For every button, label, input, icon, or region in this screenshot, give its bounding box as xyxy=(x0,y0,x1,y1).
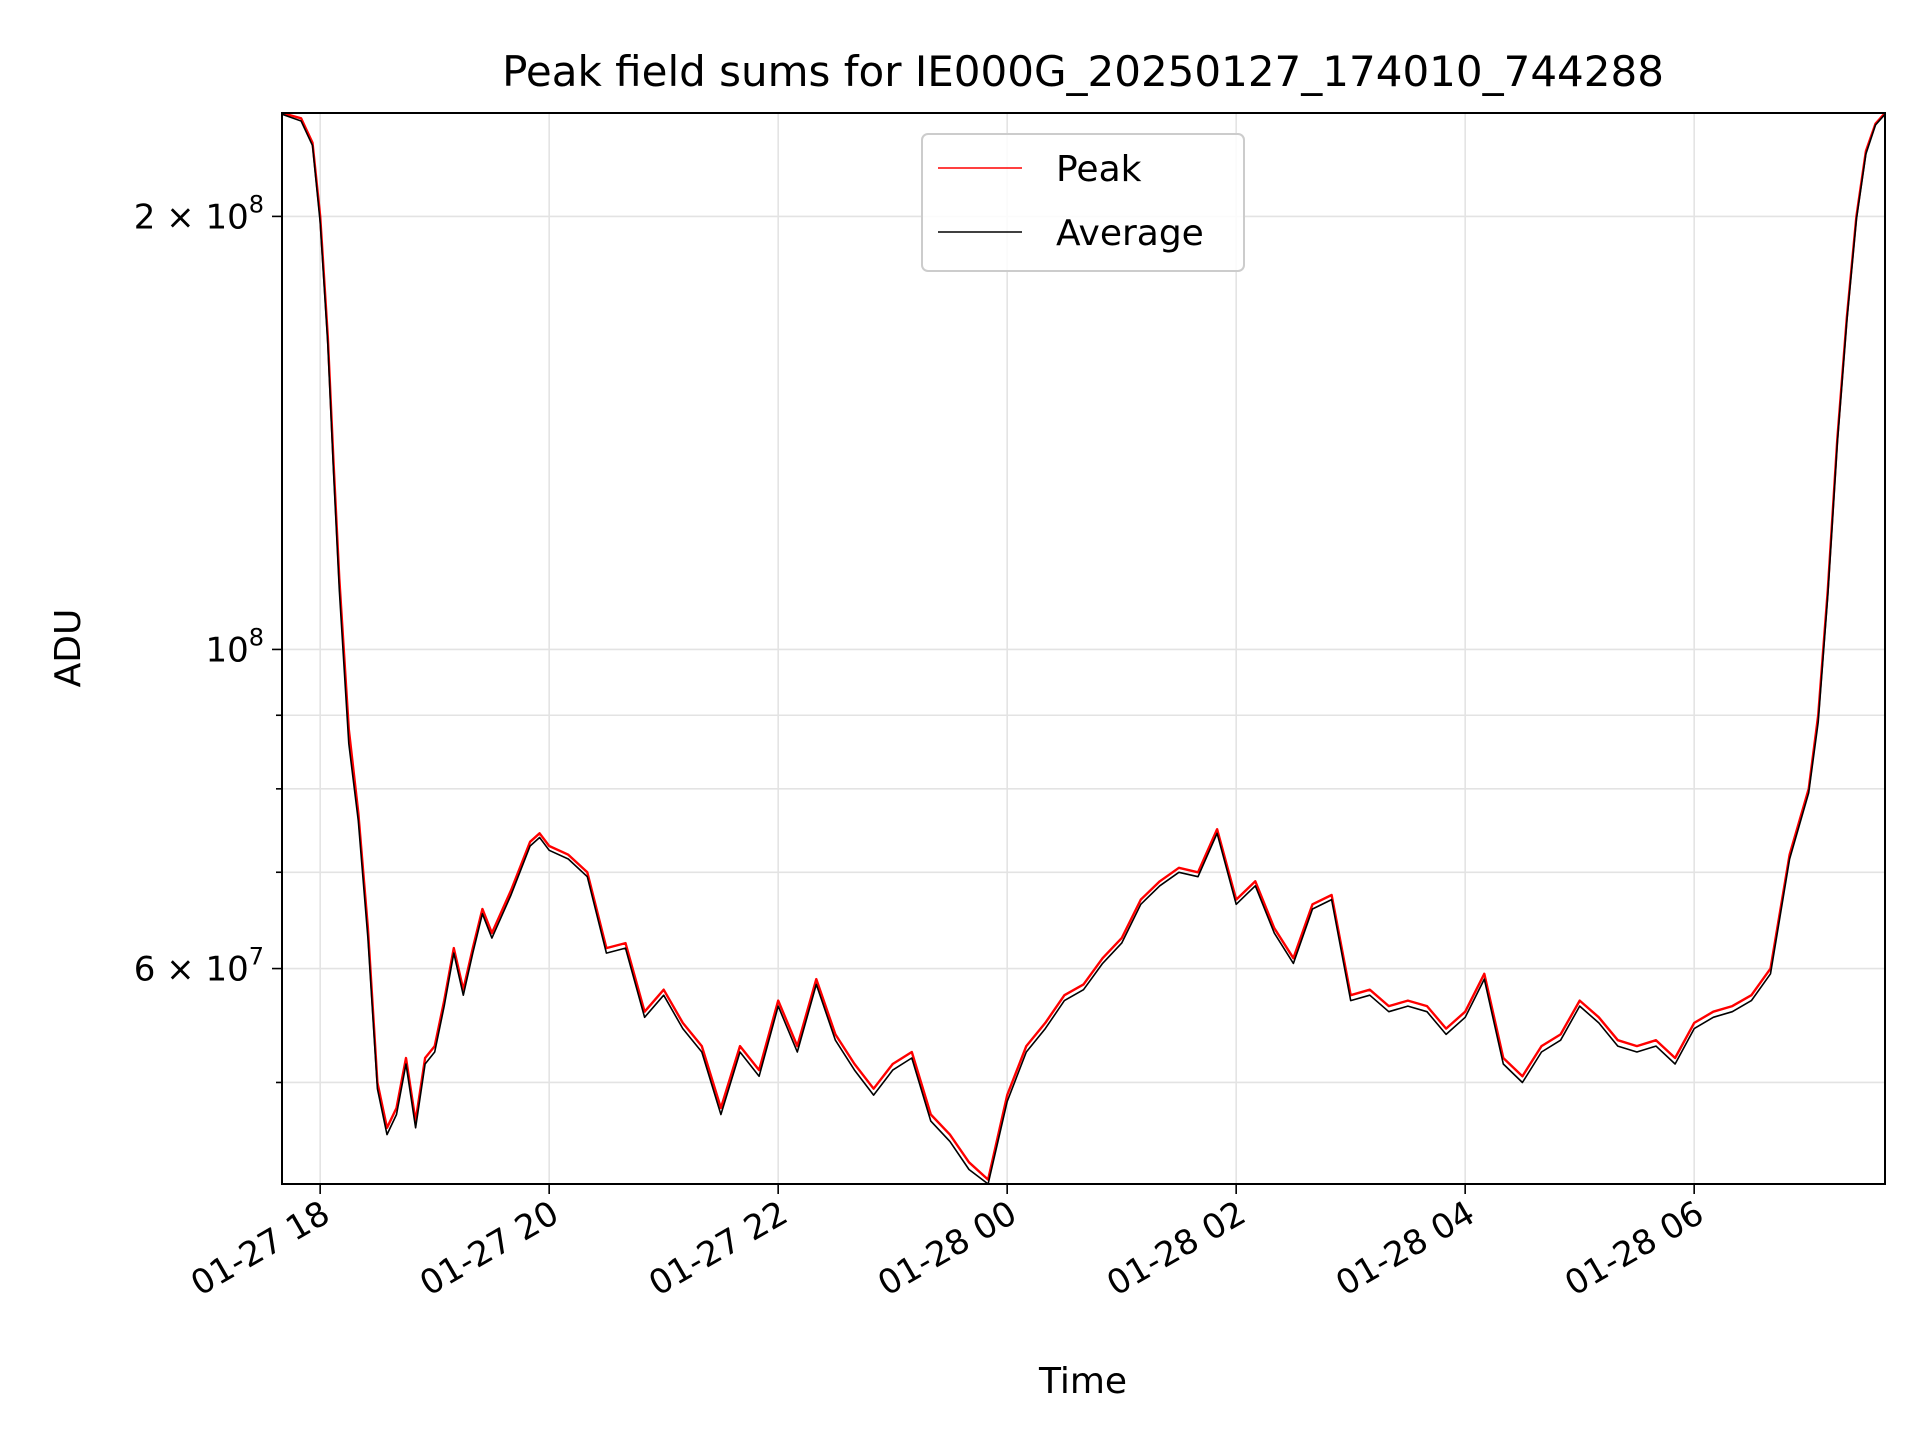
plot-frame xyxy=(281,112,1886,1185)
legend-label-peak: Peak xyxy=(1056,149,1142,190)
y-tick-label: 108 xyxy=(205,623,264,670)
x-tick-label: 01-27 18 xyxy=(184,1193,336,1304)
x-axis-title: Time xyxy=(1038,1361,1127,1402)
x-tick-label: 01-28 04 xyxy=(1329,1193,1481,1304)
series-lines xyxy=(281,111,1886,1185)
legend: Peak Average xyxy=(921,133,1245,272)
x-axis-ticks: 01-27 18 01-27 20 01-27 22 01-28 00 01-28 02… xyxy=(184,1184,1711,1304)
y-tick-label-exponent: 8 xyxy=(249,623,264,651)
y-tick-label-exponent: 8 xyxy=(249,190,264,218)
series-line-average xyxy=(281,113,1886,1185)
grid-lines xyxy=(282,113,1885,1184)
chart-title: Peak field sums for IE000G_20250127_1740… xyxy=(502,47,1664,96)
x-tick-label: 01-27 20 xyxy=(413,1193,565,1304)
y-tick-label-base: 6 × 10 xyxy=(134,950,249,990)
x-tick-label: 01-28 00 xyxy=(871,1193,1023,1304)
y-tick-label-base: 2 × 10 xyxy=(134,197,249,237)
series-line-peak xyxy=(281,111,1886,1181)
y-tick-label: 2 × 108 xyxy=(134,190,264,237)
x-tick-label: 01-27 22 xyxy=(642,1193,794,1304)
x-tick-label: 01-28 06 xyxy=(1558,1193,1710,1304)
y-tick-label-base: 10 xyxy=(205,630,248,670)
y-tick-label: 6 × 107 xyxy=(134,943,264,990)
y-tick-label-exponent: 7 xyxy=(249,943,264,971)
y-axis-title: ADU xyxy=(48,609,89,688)
x-tick-label: 01-28 02 xyxy=(1100,1193,1252,1304)
legend-label-average: Average xyxy=(1056,213,1204,254)
